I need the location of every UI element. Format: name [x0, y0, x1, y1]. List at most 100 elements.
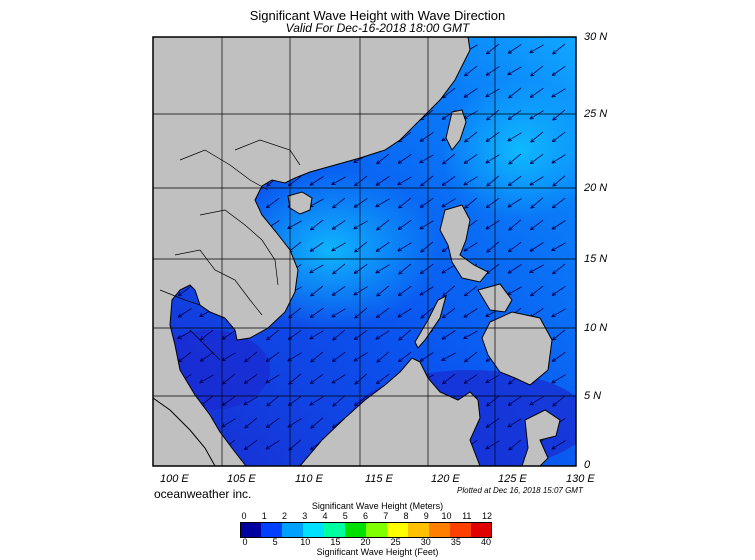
wave-arrow	[199, 352, 214, 362]
wave-arrow	[353, 329, 368, 341]
wave-arrow	[485, 440, 500, 450]
colorbar	[240, 522, 492, 538]
wave-arrow	[420, 241, 434, 253]
wave-arrow	[507, 264, 522, 274]
wave-arrow	[332, 395, 346, 407]
lat-label: 10 N	[584, 322, 608, 334]
wave-arrow	[529, 396, 544, 406]
colorbar-feet-tick: 40	[480, 537, 492, 547]
lat-label: 15 N	[584, 253, 608, 265]
wave-arrow	[420, 307, 434, 319]
wave-arrow	[441, 198, 456, 208]
colorbar-swatch	[366, 522, 388, 538]
wave-arrow	[552, 263, 566, 275]
wave-arrow	[463, 176, 478, 186]
wave-arrow	[397, 285, 412, 297]
wave-arrow	[177, 330, 192, 340]
wave-arrow	[243, 439, 258, 451]
colorbar-meter-tick: 9	[423, 511, 429, 521]
lat-lon-grid	[153, 37, 576, 466]
plotted-timestamp: Plotted at Dec 16, 2018 15:07 GMT	[457, 486, 583, 495]
wave-arrow	[397, 351, 412, 363]
wave-arrow	[508, 153, 522, 165]
wave-arrow	[331, 351, 346, 363]
wave-arrow	[486, 175, 500, 187]
wave-arrow	[551, 66, 566, 76]
colorbar-feet-tick: 5	[272, 537, 278, 547]
wave-arrow	[507, 418, 522, 428]
wave-arrow	[353, 286, 368, 296]
lat-label: 30 N	[584, 31, 608, 43]
wave-arrow	[375, 373, 390, 385]
wave-arrow	[441, 264, 456, 274]
wave-arrow	[265, 197, 280, 209]
wave-arrow	[464, 65, 478, 77]
wave-arrow	[441, 352, 456, 362]
wave-arrow	[485, 66, 500, 76]
sumatra-island	[153, 397, 216, 466]
wave-arrow	[441, 330, 456, 340]
lon-label: 110 E	[295, 473, 323, 485]
colorbar-swatch	[429, 522, 451, 538]
wave-arrow	[486, 241, 500, 253]
wave-arrow	[200, 329, 214, 341]
wave-arrow	[529, 153, 544, 165]
wave-arrow	[441, 307, 456, 319]
wave-arrow	[375, 176, 390, 186]
colorbar-feet-tick: 30	[420, 537, 431, 547]
wave-arrow	[463, 330, 478, 340]
wave-arrow	[441, 176, 456, 186]
wave-arrow	[244, 351, 258, 363]
luzon-island	[439, 204, 489, 283]
wave-arrow	[419, 154, 434, 164]
wave-arrow	[331, 176, 346, 186]
lat-label: 0	[584, 459, 591, 471]
wave-arrow	[463, 374, 478, 384]
lat-label: 25 N	[584, 108, 608, 120]
mindanao-island	[481, 311, 553, 386]
wave-arrow	[332, 329, 346, 341]
wave-arrow	[419, 352, 434, 362]
wave-arrow	[199, 374, 214, 384]
wave-arrow	[398, 329, 412, 341]
wave-arrow	[486, 109, 500, 121]
wave-arrow	[309, 264, 324, 274]
colorbar-swatch	[282, 522, 304, 538]
wave-arrow	[530, 65, 544, 77]
country-borders	[159, 139, 301, 361]
wave-arrow	[552, 109, 566, 121]
wave-arrow	[397, 308, 412, 318]
wave-arrow	[507, 132, 522, 142]
wave-arrow	[552, 395, 566, 407]
colorbar-meter-tick: 1	[261, 511, 267, 521]
wave-arrow	[552, 329, 566, 341]
wave-arrow	[464, 197, 478, 209]
colorbar-swatch	[450, 522, 472, 538]
lon-label: 120 E	[431, 473, 460, 485]
colorbar-meter-tick: 6	[362, 511, 369, 521]
colorbar-meter-tick: 7	[383, 511, 389, 521]
lon-label: 125 E	[498, 473, 527, 485]
wave-arrow	[243, 374, 258, 384]
wave-arrow	[353, 352, 368, 362]
wave-arrow	[177, 285, 192, 297]
mainland-asia	[153, 37, 471, 466]
wave-arrow	[221, 330, 236, 340]
wave-arrow	[376, 285, 390, 297]
colorbar-meter-tick: 5	[342, 511, 348, 521]
wave-arrow	[552, 43, 566, 55]
lon-label: 115 E	[365, 473, 393, 485]
wave-arrow	[530, 197, 544, 209]
wave-arrow	[529, 242, 544, 252]
colorbar-feet-tick: 35	[450, 537, 461, 547]
map-frame	[152, 36, 577, 467]
wave-arrow	[244, 417, 258, 429]
wave-arrow	[375, 264, 390, 274]
colorbar-swatch	[408, 522, 430, 538]
wave-arrow	[508, 87, 522, 99]
wave-arrow	[265, 417, 280, 429]
wave-arrow	[486, 395, 500, 407]
wave-arrow	[376, 219, 390, 231]
wave-arrow	[485, 154, 500, 164]
wave-arrow	[507, 396, 522, 406]
